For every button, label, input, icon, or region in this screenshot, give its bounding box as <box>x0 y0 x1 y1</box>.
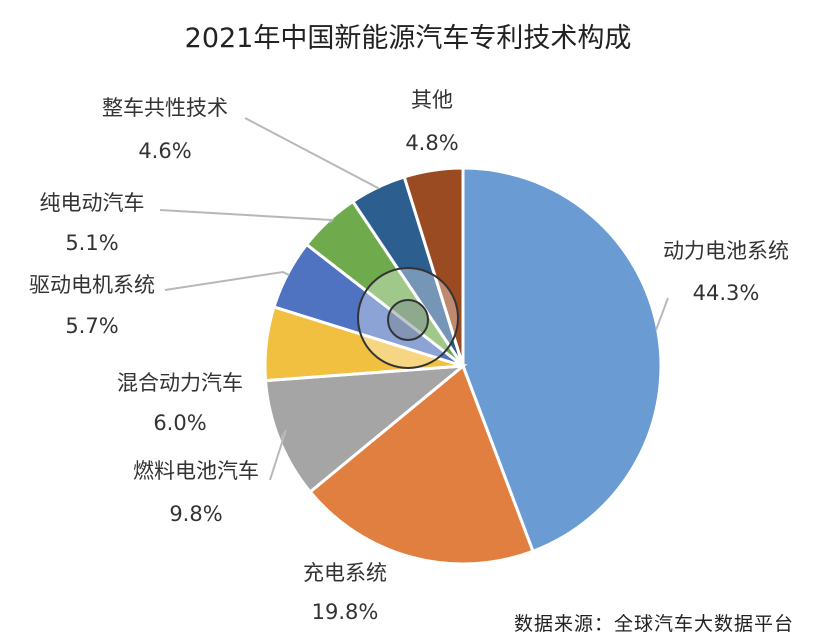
value-label-1: 44.3% <box>693 281 760 305</box>
pie-slice-8 <box>402 166 465 367</box>
magnifier-outer-ring <box>357 267 459 369</box>
category-label-1: 动力电池系统 <box>663 239 789 263</box>
category-label-8: 其他 <box>411 88 453 112</box>
pie-slice-3 <box>263 364 468 494</box>
value-label-2: 19.8% <box>312 600 379 624</box>
leader-line-5 <box>164 270 290 291</box>
category-label-5: 驱动电机系统 <box>29 273 155 297</box>
category-label-6: 纯电动汽车 <box>40 191 145 215</box>
leader-line-3 <box>269 429 287 481</box>
data-source-note: 数据来源：全球汽车大数据平台 <box>513 613 794 635</box>
leader-line-7 <box>244 117 380 190</box>
leader-line-1 <box>655 297 669 331</box>
pie-slice-2 <box>308 363 535 566</box>
category-label-3: 燃料电池汽车 <box>133 459 259 483</box>
value-label-4: 6.0% <box>153 411 206 435</box>
value-label-7: 4.6% <box>138 139 191 163</box>
value-label-6: 5.1% <box>65 231 118 255</box>
category-label-4: 混合动力汽车 <box>117 371 243 395</box>
value-label-8: 4.8% <box>405 131 458 155</box>
leader-line-6 <box>159 209 335 224</box>
category-label-7: 整车共性技术 <box>102 96 228 120</box>
chart-title: 2021年中国新能源汽车专利技术构成 <box>184 23 632 54</box>
magnifier-inner-ring <box>387 299 429 341</box>
value-label-3: 9.8% <box>169 502 222 526</box>
category-label-2: 充电系统 <box>303 561 387 585</box>
pie-slice-1 <box>461 166 663 554</box>
value-label-5: 5.7% <box>65 314 118 338</box>
